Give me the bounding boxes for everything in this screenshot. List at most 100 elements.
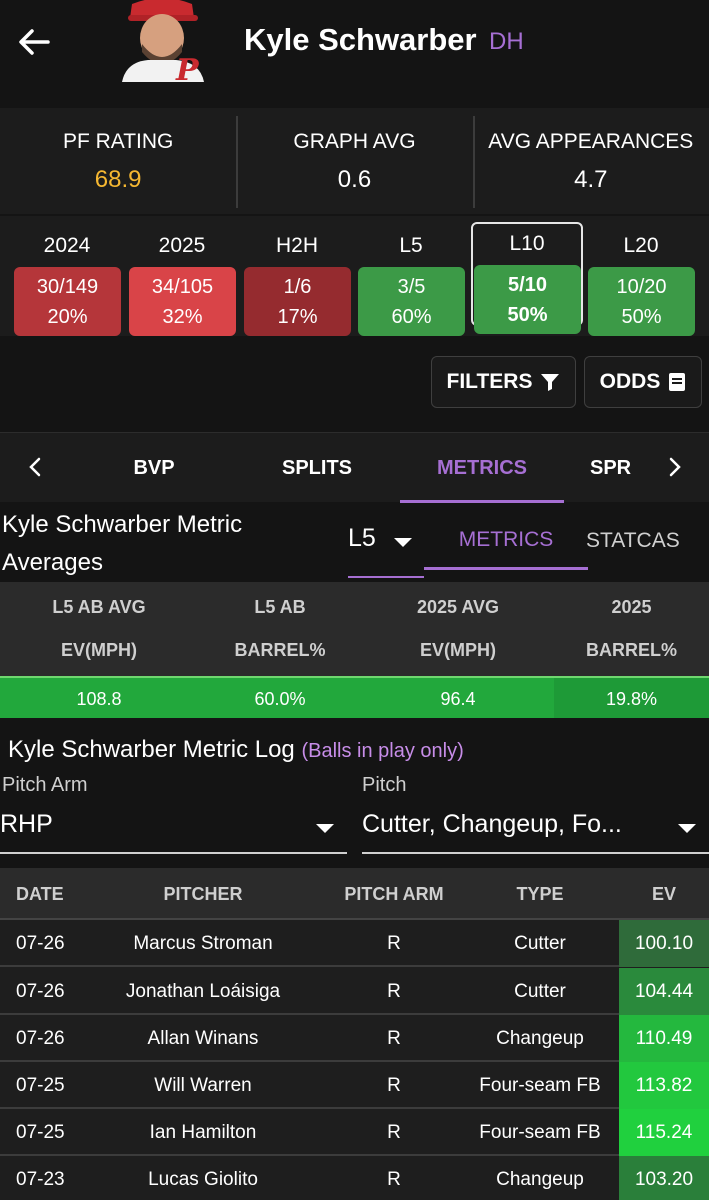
pitch-arm-label: Pitch Arm xyxy=(2,774,88,796)
chevron-down-icon xyxy=(316,824,334,833)
split-l10[interactable]: L10 5/10 50% xyxy=(471,222,583,334)
avg-header-line2: BARREL% xyxy=(585,640,677,660)
split-ratio: 3/5 xyxy=(397,275,426,298)
cell-arm: R xyxy=(387,1028,401,1049)
player-name: Kyle Schwarber xyxy=(244,22,477,57)
section-tabs: BVP SPLITS METRICS SPR xyxy=(0,432,709,503)
svg-text:P: P xyxy=(175,53,200,82)
tab-splits[interactable]: SPLITS xyxy=(281,456,352,479)
subtab-statcast[interactable]: STATCAS xyxy=(586,529,680,552)
chevron-down-icon xyxy=(678,824,696,833)
header-date[interactable]: DATE xyxy=(16,884,64,904)
cell-arm: R xyxy=(387,933,401,954)
tab-metrics[interactable]: METRICS xyxy=(400,433,564,503)
split-l20[interactable]: L20 10/20 50% xyxy=(585,224,697,336)
tab-spray[interactable]: SPR xyxy=(590,456,632,479)
split-h2h[interactable]: H2H 1/6 17% xyxy=(241,224,353,336)
avg-header-line2: BARREL% xyxy=(234,640,326,660)
filters-button[interactable]: FILTERS xyxy=(431,356,576,408)
rating-label: PF RATING xyxy=(62,130,174,153)
cell-type: Four-seam FB xyxy=(479,1075,601,1096)
split-ratio: 30/149 xyxy=(36,275,99,298)
split-value-box: 5/10 50% xyxy=(474,265,581,334)
filters-label: FILTERS xyxy=(446,370,533,393)
metric-averages-title-line1: Kyle Schwarber Metric xyxy=(2,511,243,538)
back-arrow-icon[interactable] xyxy=(14,22,54,62)
cell-arm: R xyxy=(387,1122,401,1143)
pitch-label: Pitch xyxy=(362,774,407,796)
split-label: H2H xyxy=(275,234,318,257)
header-ev[interactable]: EV xyxy=(651,884,676,904)
cell-type: Cutter xyxy=(514,933,566,954)
cell-ev: 115.24 xyxy=(619,1109,709,1156)
table-row: 07-26 Allan Winans R Changeup 110.49 xyxy=(0,1015,709,1062)
avg-value-l5-barrel: 60.0% xyxy=(198,676,362,718)
metric-averages-values: 108.8 60.0% 96.4 19.8% xyxy=(0,676,709,718)
header-pitch-arm[interactable]: PITCH ARM xyxy=(344,884,444,904)
avg-header-line1: 2025 AVG xyxy=(416,597,500,617)
split-2025[interactable]: 2025 34/105 32% xyxy=(126,224,238,336)
split-label: 2025 xyxy=(158,234,206,257)
subtab-metrics[interactable]: METRICS xyxy=(424,512,588,570)
range-select[interactable]: L5 xyxy=(348,512,424,578)
rating-avg-appearances: AVG APPEARANCES 4.7 xyxy=(472,108,709,214)
split-pct: 17% xyxy=(277,305,318,328)
avg-header-line2: EV(MPH) xyxy=(61,640,137,660)
rating-value: 68.9 xyxy=(94,166,142,193)
cell-type: Cutter xyxy=(514,981,566,1002)
pitch-arm-select[interactable]: RHP xyxy=(0,802,347,854)
header-type[interactable]: TYPE xyxy=(516,884,564,904)
pitch-type-select[interactable]: Cutter, Changeup, Fo... xyxy=(362,802,709,854)
cell-date: 07-23 xyxy=(16,1169,65,1190)
header: P Kyle Schwarber DH xyxy=(0,0,709,95)
player-position: DH xyxy=(489,28,524,55)
avg-header-line1: 2025 xyxy=(611,597,652,617)
cell-arm: R xyxy=(387,1075,401,1096)
header-pitcher[interactable]: PITCHER xyxy=(163,884,243,904)
split-pct: 60% xyxy=(391,305,432,328)
cell-pitcher: Ian Hamilton xyxy=(149,1122,257,1143)
split-pct: 50% xyxy=(507,303,548,326)
split-ratio: 1/6 xyxy=(283,275,312,298)
metric-log-table: DATE PITCHER PITCH ARM TYPE EV 07-26 Mar… xyxy=(0,868,709,1200)
avg-value-2025-barrel: 19.8% xyxy=(554,676,709,718)
split-value-box: 1/6 17% xyxy=(244,267,351,336)
avg-header-line1: L5 AB AVG xyxy=(52,597,146,617)
avg-header-2025-barrel: 2025 BARREL% xyxy=(554,582,709,674)
table-header: DATE PITCHER PITCH ARM TYPE EV xyxy=(0,868,709,920)
split-ratio: 10/20 xyxy=(616,275,667,298)
chevron-left-icon[interactable] xyxy=(24,455,48,479)
odds-button[interactable]: ODDS xyxy=(584,356,702,408)
cell-ev: 113.82 xyxy=(619,1062,709,1109)
split-l5[interactable]: L5 3/5 60% xyxy=(355,224,467,336)
split-label: 2024 xyxy=(43,234,91,257)
metric-averages-title: Kyle Schwarber Metric Averages xyxy=(2,506,242,582)
table-row: 07-25 Ian Hamilton R Four-seam FB 115.24 xyxy=(0,1109,709,1156)
cell-arm: R xyxy=(387,981,401,1002)
tab-bvp[interactable]: BVP xyxy=(133,456,175,479)
avg-header-line2: EV(MPH) xyxy=(420,640,496,660)
split-value-box: 30/149 20% xyxy=(14,267,121,336)
odds-label: ODDS xyxy=(599,370,661,393)
player-avatar: P xyxy=(122,0,204,82)
split-label: L5 xyxy=(399,234,423,257)
split-value-box: 3/5 60% xyxy=(358,267,465,336)
chevron-right-icon[interactable] xyxy=(662,455,686,479)
split-pct: 20% xyxy=(47,305,88,328)
cell-date: 07-26 xyxy=(16,933,65,954)
avg-header-l5-ev: L5 AB AVG EV(MPH) xyxy=(0,582,198,674)
rating-value: 4.7 xyxy=(574,166,608,193)
metric-log-title-text: Kyle Schwarber Metric Log xyxy=(8,736,295,763)
avg-header-line1: L5 AB xyxy=(254,597,306,617)
avg-value-l5-ev: 108.8 xyxy=(0,676,198,718)
metric-log-subtitle: (Balls in play only) xyxy=(301,740,464,762)
table-row: 07-25 Will Warren R Four-seam FB 113.82 xyxy=(0,1062,709,1109)
split-label: L20 xyxy=(623,234,659,257)
cell-ev: 104.44 xyxy=(619,968,709,1015)
split-value-box: 10/20 50% xyxy=(588,267,695,336)
metric-log-title: Kyle Schwarber Metric Log (Balls in play… xyxy=(8,736,464,764)
split-ratio: 5/10 xyxy=(508,273,547,296)
split-2024[interactable]: 2024 30/149 20% xyxy=(11,224,123,336)
table-row: 07-26 Marcus Stroman R Cutter 100.10 xyxy=(0,920,709,967)
rating-graph-avg: GRAPH AVG 0.6 xyxy=(236,108,472,214)
